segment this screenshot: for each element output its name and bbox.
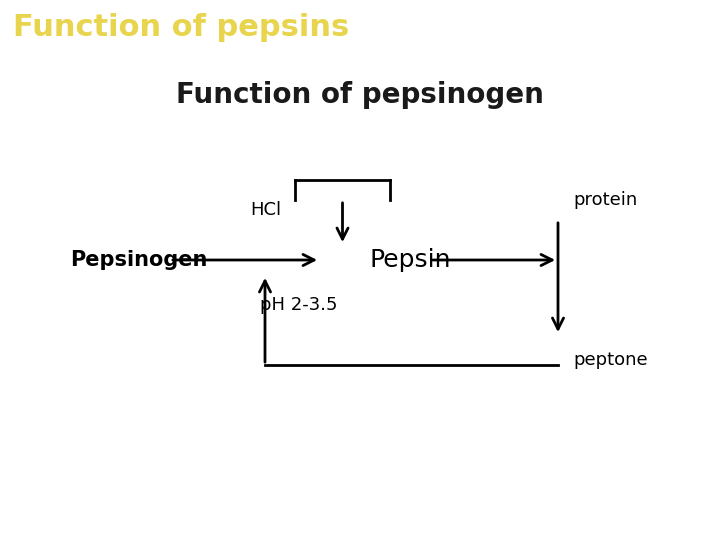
Text: HCl: HCl	[250, 201, 281, 219]
Text: Pepsinogen: Pepsinogen	[70, 250, 207, 270]
Text: Function of pepsinogen: Function of pepsinogen	[176, 81, 544, 109]
Text: Pepsin: Pepsin	[370, 248, 451, 272]
Text: pH 2-3.5: pH 2-3.5	[260, 296, 338, 314]
Text: peptone: peptone	[573, 351, 647, 369]
Text: Function of pepsins: Function of pepsins	[13, 13, 349, 42]
Text: protein: protein	[573, 191, 637, 209]
